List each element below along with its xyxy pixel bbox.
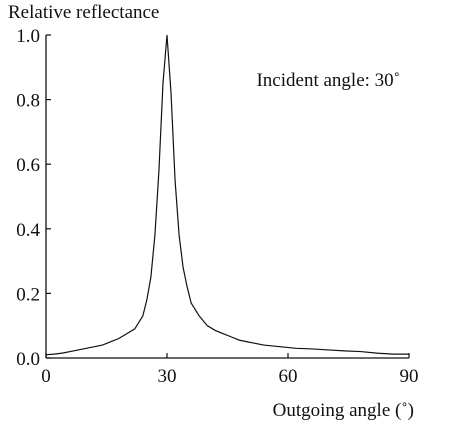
y-tick-label: 0.8: [16, 91, 40, 112]
x-tick-label: 90: [400, 366, 419, 387]
x-tick-label: 60: [279, 366, 298, 387]
y-tick-label: 1.0: [16, 26, 40, 47]
y-axis-label: Relative reflectance: [8, 2, 159, 23]
y-tick-label: 0.6: [16, 155, 40, 176]
y-tick-label: 0.4: [16, 220, 40, 241]
annotation: Incident angle: 30˚: [256, 70, 400, 91]
x-tick-label: 30: [158, 366, 177, 387]
x-axis-label: Outgoing angle (˚): [273, 400, 414, 421]
y-tick-label: 0.2: [16, 284, 40, 305]
x-tick-label: 0: [41, 366, 51, 387]
y-tick-label: 0.0: [16, 349, 40, 370]
data-line: [45, 34, 409, 356]
